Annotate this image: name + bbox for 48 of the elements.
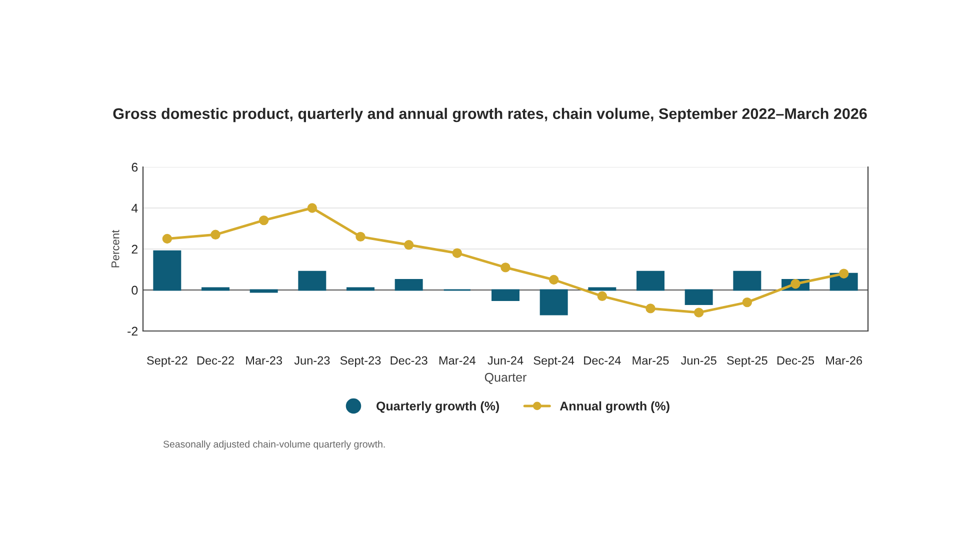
y-tick-label: 0 (132, 286, 138, 295)
point (646, 304, 656, 314)
y-tick-label: 6 (132, 162, 138, 172)
x-tick-label: Jun-23 (294, 356, 330, 365)
bar (684, 289, 713, 306)
y-tick-label: -2 (128, 326, 138, 336)
x-tick-label: Sept-22 (147, 356, 188, 368)
legend-label: Annual growth (%) (560, 401, 670, 413)
point (210, 230, 220, 240)
bar (394, 279, 423, 291)
point (838, 268, 849, 278)
point (258, 215, 269, 226)
x-tick-label: Dec-22 (197, 356, 234, 365)
x-tick-label: Jun-24 (488, 356, 524, 365)
point (452, 248, 462, 258)
bar (540, 289, 568, 316)
point (307, 203, 318, 213)
x-axis-title: Quarter (484, 372, 526, 384)
x-tick-label: Sept-23 (340, 356, 381, 368)
y-tick-label: 2 (132, 244, 138, 254)
x-tick-label: Mar-26 (826, 356, 862, 365)
point (694, 308, 704, 318)
legend-label: Quarterly growth (%) (376, 401, 499, 413)
x-tick-label: Dec-25 (777, 356, 814, 365)
point (500, 262, 510, 272)
bar (298, 270, 326, 291)
point (404, 240, 414, 250)
x-tick-label: Sept-24 (534, 356, 574, 368)
x-tick-label: Dec-24 (584, 356, 621, 365)
x-tick-label: Mar-25 (632, 356, 669, 365)
x-tick-label: Mar-24 (439, 356, 476, 365)
x-tick-label: Jun-25 (680, 356, 716, 365)
bar (153, 250, 182, 291)
x-tick-label: Sept-25 (727, 356, 768, 368)
bar (733, 270, 762, 291)
x-tick-label: Mar-23 (246, 356, 282, 365)
point (162, 234, 172, 244)
point (742, 297, 752, 308)
chart-title: Gross domestic product, quarterly and annual growth rates, chain volume, September 2022–March 2026 (113, 108, 867, 122)
text: Seasonally adjusted chain-volume quarterly growth. (163, 440, 385, 450)
x-tick-label: Dec-23 (390, 356, 428, 365)
point (548, 274, 559, 285)
y-tick-label: 4 (131, 204, 138, 213)
y-axis-title: Percent (112, 230, 120, 268)
point (597, 291, 608, 302)
point (356, 232, 366, 242)
bar (636, 270, 664, 291)
bar (492, 289, 520, 301)
